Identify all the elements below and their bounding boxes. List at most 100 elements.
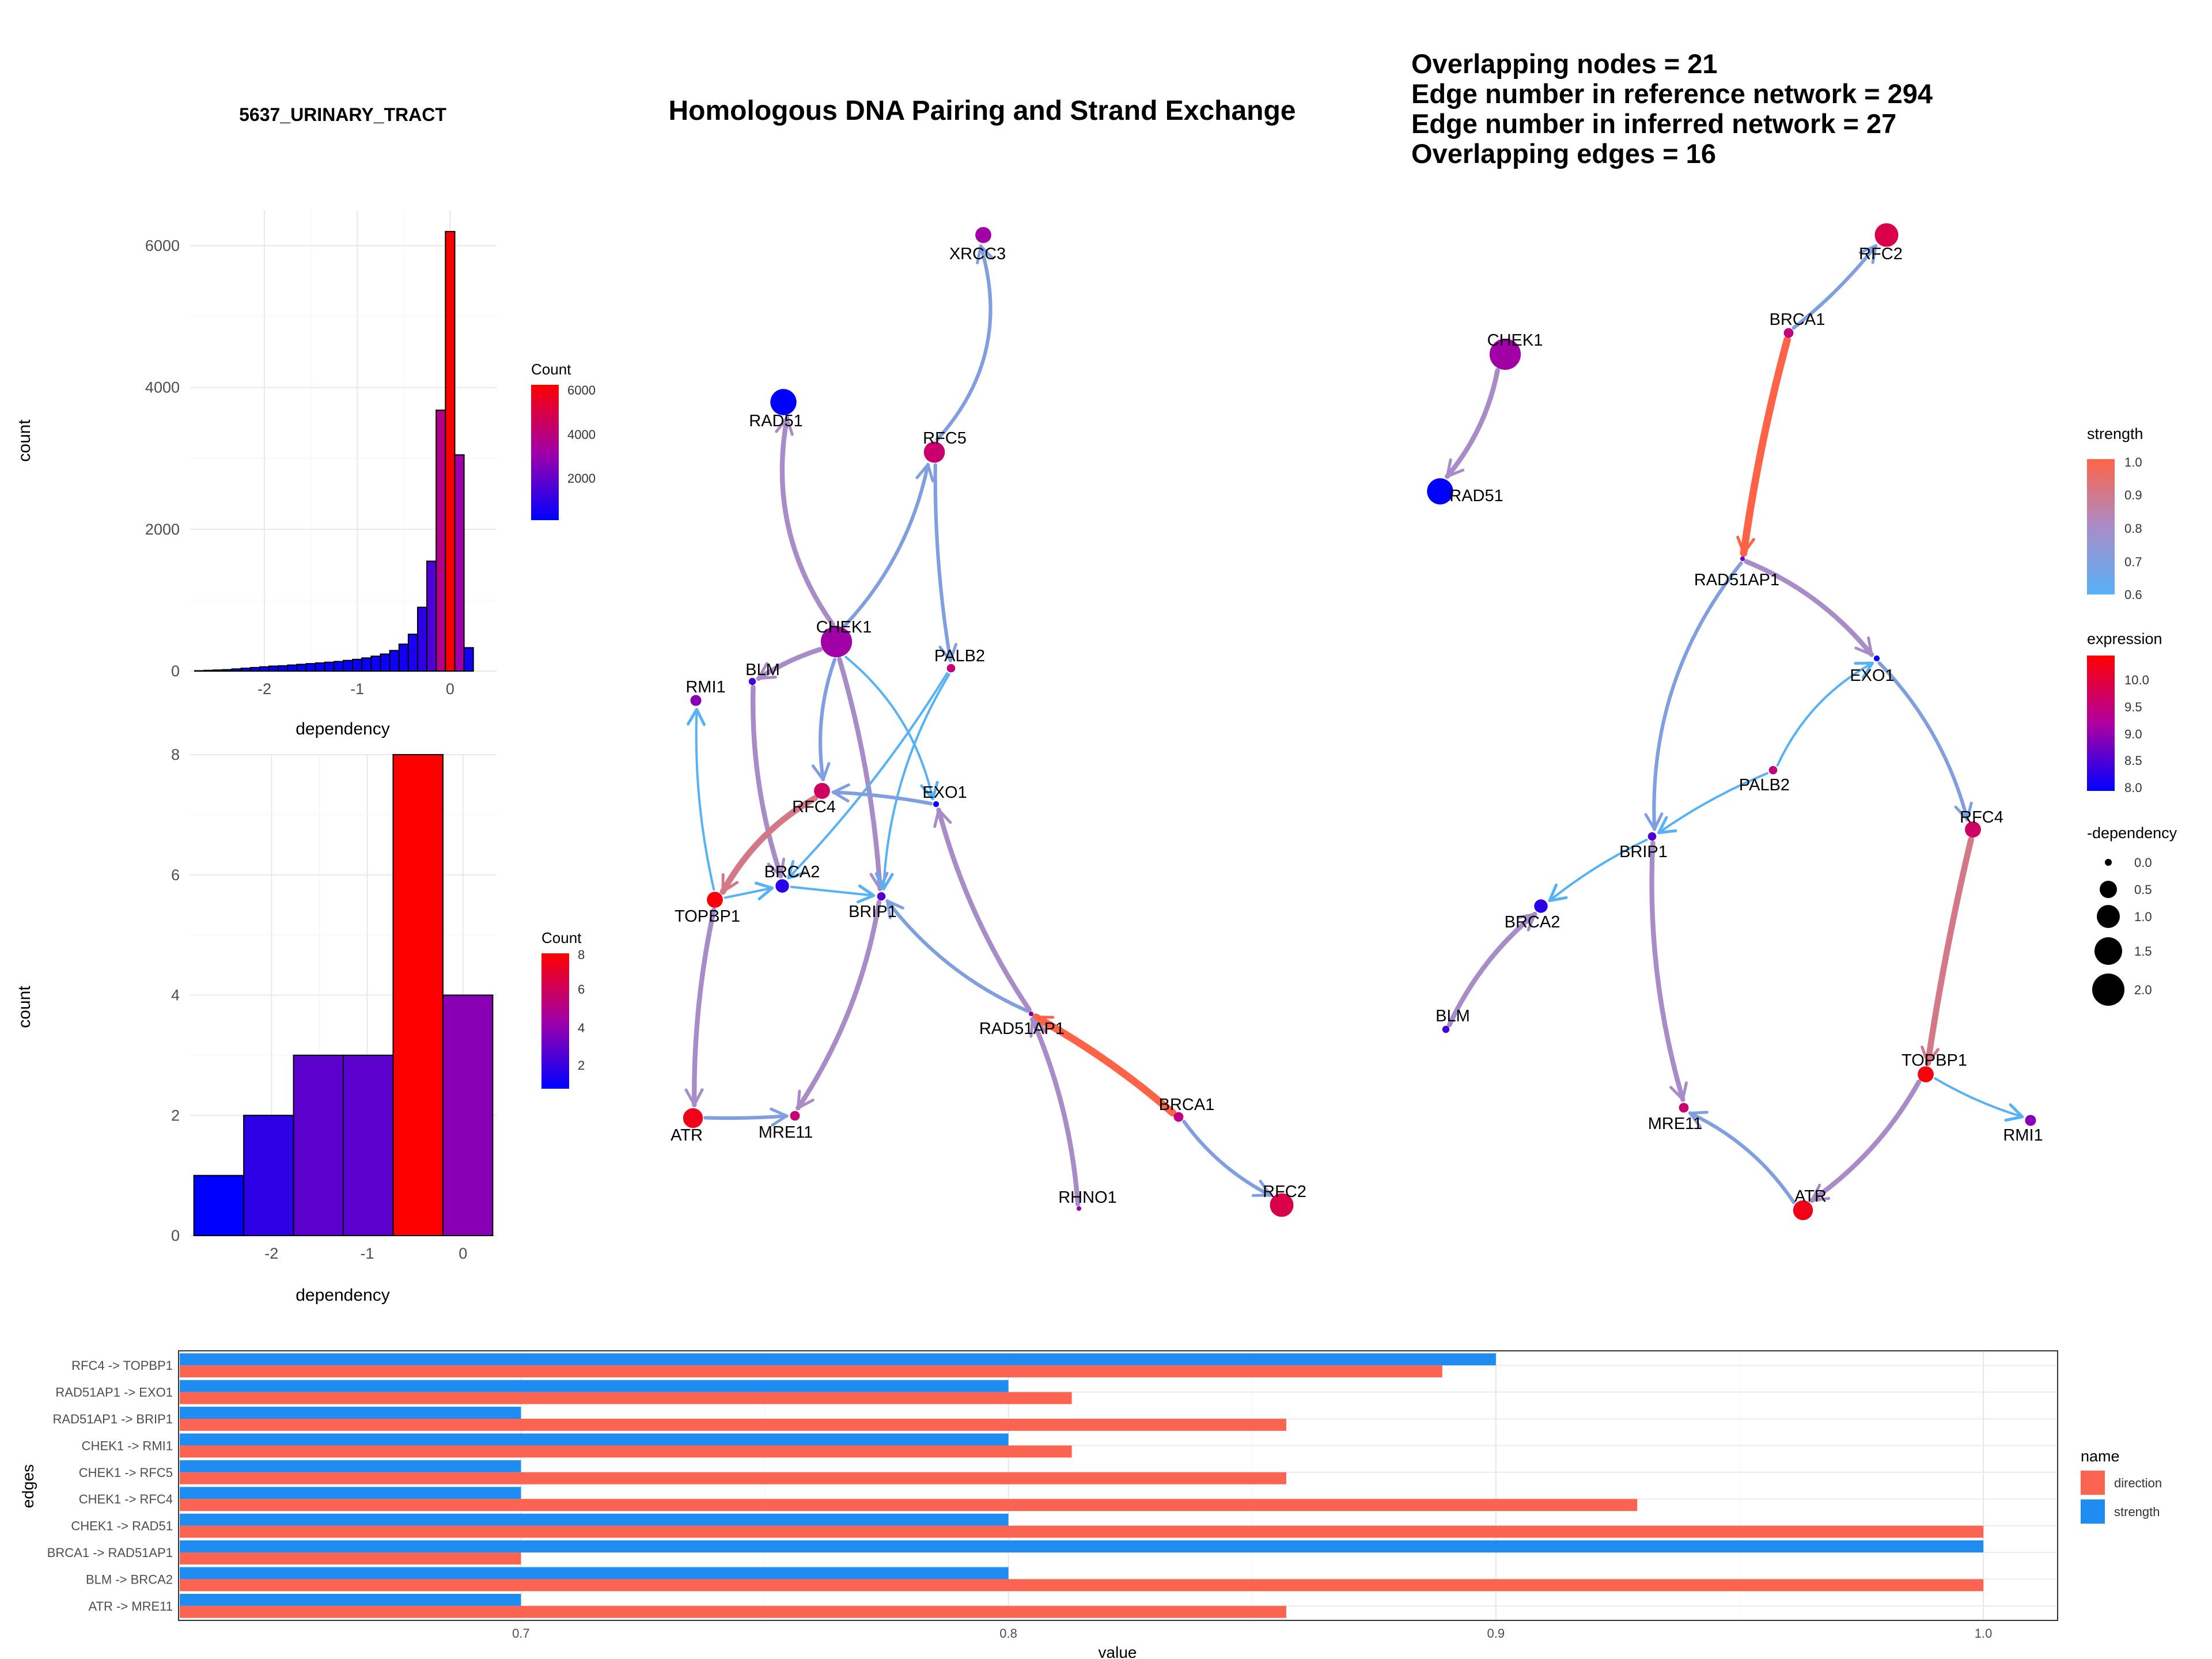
network-node <box>1647 832 1657 841</box>
network-edge <box>1740 336 1791 557</box>
strength-legend-tick: 0.8 <box>2124 521 2142 536</box>
histogram-bar <box>213 669 224 672</box>
histogram-bar <box>193 1175 245 1236</box>
histogram-1-legend: Count 6000 4000 2000 <box>531 361 596 520</box>
edge-arrowhead <box>787 860 806 880</box>
y-tick-label: 0 <box>171 1227 180 1244</box>
edge-arrowhead <box>1858 244 1877 264</box>
edge-arrowhead <box>1954 801 1973 821</box>
edge-arrowhead <box>687 707 706 726</box>
direction-bar <box>180 1605 1286 1618</box>
category-label: CHEK1 -> RMI1 <box>82 1438 173 1453</box>
network-edge <box>1030 1017 1081 1207</box>
network-edge <box>936 807 1032 1012</box>
dependency-legend-tick: 0.5 <box>2134 882 2152 897</box>
network-node <box>748 677 756 685</box>
strength-bar <box>180 1380 1009 1392</box>
category-label: CHEK1 -> RFC4 <box>79 1492 173 1506</box>
category-label: CHEK1 -> RFC5 <box>79 1465 173 1480</box>
network-nodes <box>683 227 1294 1217</box>
network-node <box>1489 338 1521 370</box>
dependency-legend: -dependency 0.0 0.5 1.0 1.5 2.0 <box>2087 824 2177 1006</box>
node-label: PALB2 <box>1739 776 1790 794</box>
network-edge <box>750 684 783 878</box>
x-tick-label: -1 <box>361 1245 374 1262</box>
y-tick-label: 2 <box>171 1107 180 1124</box>
direction-bar <box>180 1525 1984 1538</box>
network-node <box>770 389 797 415</box>
network-edge <box>1791 244 1878 330</box>
node-label: ATR <box>671 1126 703 1145</box>
node-label: RFC4 <box>1960 808 2003 827</box>
network-edge <box>790 885 875 897</box>
edge-arrowhead <box>1736 536 1755 555</box>
histogram-1-xlabel: dependency <box>296 719 389 738</box>
histogram-1-ylabel: count <box>15 419 34 462</box>
network-labels: XRCC3 RAD51 RFC5 CHEK1 PALB2 BLM RMI1 RFC4 EXO1 T… <box>671 245 1306 1207</box>
histogram-bar <box>343 660 354 672</box>
network-node <box>923 441 945 463</box>
histogram-1-axes: 0 2000 4000 6000 -2 -1 0 <box>145 237 454 698</box>
edge-arrowhead <box>885 899 904 919</box>
histogram-2-legend-tick: 4 <box>578 1021 585 1035</box>
edge-arrowhead <box>832 783 850 802</box>
network-edge <box>703 1114 789 1120</box>
direction-bar <box>180 1472 1286 1484</box>
direction-bar <box>180 1579 1984 1592</box>
y-tick-label: 4 <box>171 987 180 1004</box>
expression-legend-tick: 8.5 <box>2124 753 2142 768</box>
network-node <box>775 879 789 893</box>
network-node <box>1270 1193 1294 1217</box>
network-node <box>1442 1025 1450 1033</box>
legend-label-strength: strength <box>2114 1505 2160 1519</box>
dependency-legend-tick: 1.0 <box>2134 910 2152 924</box>
expression-legend-tick: 10.0 <box>2124 673 2149 687</box>
node-label: EXO1 <box>922 783 967 802</box>
network-edge <box>1657 772 1769 834</box>
network-node <box>1873 655 1880 662</box>
strength-legend-tick: 0.9 <box>2124 488 2142 502</box>
dependency-legend-dot <box>2094 937 2122 965</box>
network-node <box>1918 1066 1934 1082</box>
edge-arrowhead <box>684 1088 704 1107</box>
network-edge <box>796 900 882 1111</box>
network-edges <box>684 244 1272 1207</box>
category-label: RAD51AP1 -> BRIP1 <box>53 1412 173 1426</box>
network-node <box>1793 1200 1813 1221</box>
histogram-bar <box>463 647 474 672</box>
histogram-2-bars <box>193 754 494 1236</box>
histogram-bar <box>389 650 400 672</box>
edges-bar-chart: RFC4 -> TOPBP1 RAD51AP1 -> EXO1 RAD51AP1 -… <box>19 1350 2162 1659</box>
histogram-bar <box>231 668 242 672</box>
y-tick-label: 4000 <box>145 379 180 396</box>
network-edge <box>935 244 993 442</box>
histogram-bar <box>361 657 372 672</box>
legend-key-strength <box>2081 1499 2105 1524</box>
histogram-bar <box>380 653 391 672</box>
node-label: RMI1 <box>2003 1126 2043 1145</box>
x-tick-label: 0 <box>459 1245 467 1262</box>
node-label: EXO1 <box>1850 666 1894 685</box>
y-tick-label: 8 <box>171 746 180 763</box>
dependency-legend-title: -dependency <box>2087 824 2177 842</box>
strength-legend-tick: 0.7 <box>2124 555 2142 569</box>
inferred-edges-text: Edge number in inferred network = 27 <box>1411 108 1897 139</box>
strength-legend: strength 1.0 0.9 0.8 0.7 0.6 <box>2087 425 2143 602</box>
histogram-2-legend-title: Count <box>541 929 582 946</box>
y-tick-label: 6000 <box>145 237 180 255</box>
histogram-bar <box>442 994 494 1236</box>
strength-bar <box>180 1513 1009 1526</box>
histogram-2: 0 2 4 6 8 -2 -1 0 dependency count Count 8 6 4 … <box>15 746 585 1305</box>
network-edge <box>1688 1111 1796 1205</box>
node-label: BRIP1 <box>849 903 897 921</box>
category-label: BLM -> BRCA2 <box>86 1572 173 1586</box>
strength-bar <box>180 1487 521 1499</box>
direction-bar <box>180 1392 1072 1404</box>
network-node <box>2025 1115 2036 1126</box>
overlapping-nodes-text: Overlapping nodes = 21 <box>1411 48 1718 79</box>
x-tick-label: -2 <box>257 680 271 698</box>
edge-arrowhead <box>2004 1103 2024 1122</box>
expression-legend-tick: 9.5 <box>2124 700 2142 714</box>
dependency-legend-dot <box>2097 905 2120 928</box>
node-label: RFC2 <box>1859 245 1903 263</box>
